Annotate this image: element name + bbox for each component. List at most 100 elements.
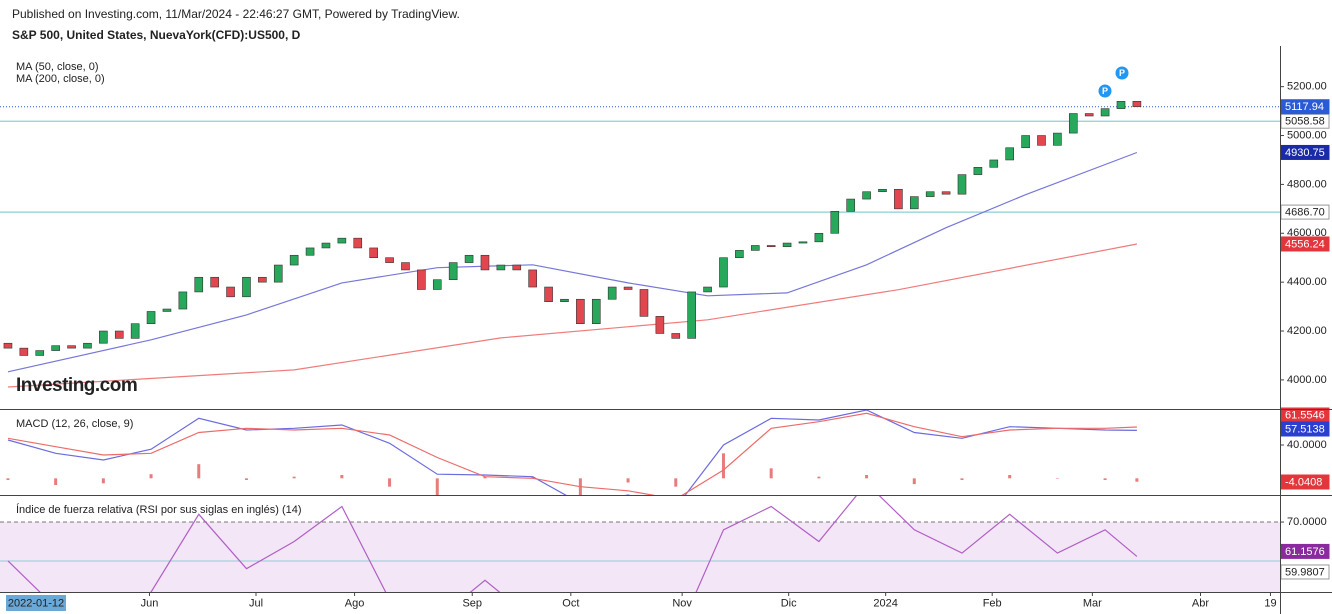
x-tick-label: Sep	[462, 597, 482, 609]
candle	[830, 210, 840, 234]
candle	[114, 330, 124, 339]
marker-label: P	[1119, 68, 1125, 78]
candle	[178, 291, 188, 310]
candle	[19, 347, 29, 356]
x-tick-label: Mar	[1083, 597, 1102, 609]
crosshair-box	[6, 595, 66, 611]
histogram-bar	[674, 478, 678, 487]
candle	[1100, 108, 1110, 117]
candle	[512, 264, 522, 271]
histogram-bar	[1103, 478, 1107, 480]
x-tick-label: 2024	[873, 597, 897, 609]
candle	[3, 342, 13, 349]
candle	[544, 286, 553, 302]
candle	[576, 298, 585, 324]
histogram-bar	[340, 475, 344, 479]
moving-average	[7, 151, 1138, 373]
panel-title: Índice de fuerza relativa (RSI por sus s…	[16, 503, 302, 516]
candle	[51, 345, 60, 351]
candle	[369, 247, 378, 259]
candle	[703, 286, 712, 293]
candle	[35, 350, 45, 356]
histogram-bar	[865, 475, 869, 479]
legend-entry: MA (200, close, 0)	[16, 73, 105, 85]
histogram-bar	[6, 478, 10, 480]
value-tag: 5117.94	[1285, 101, 1324, 113]
candle	[989, 159, 999, 168]
candle	[782, 242, 792, 248]
value-tag: -4.0408	[1285, 476, 1322, 488]
candle	[226, 286, 235, 298]
x-tick-label: 19	[1264, 597, 1276, 609]
candle	[99, 330, 108, 344]
histogram-bar	[912, 478, 916, 485]
logo: Investing.com	[16, 375, 137, 396]
histogram-bar	[960, 478, 964, 480]
histogram-bar	[483, 476, 487, 479]
x-tick-label: Jun	[141, 597, 159, 609]
candle	[321, 242, 331, 249]
candle	[719, 257, 728, 288]
candle	[385, 257, 394, 263]
value-tag: 5058.58	[1285, 116, 1325, 128]
value-tag: 61.5546	[1285, 409, 1325, 421]
y-tick-label: 4200.00	[1287, 325, 1327, 337]
histogram-bar	[149, 474, 153, 479]
candle	[67, 345, 76, 349]
moving-average	[7, 243, 1138, 388]
histogram-bar	[626, 478, 630, 483]
candle	[273, 264, 283, 283]
candle	[814, 232, 824, 243]
candle	[655, 316, 665, 334]
candle	[1116, 101, 1126, 109]
histogram-bar	[435, 478, 439, 495]
candle	[337, 237, 347, 244]
candle	[607, 286, 617, 300]
candle	[957, 174, 967, 195]
legend-entry: MA (50, close, 0)	[16, 61, 99, 73]
candle	[560, 298, 569, 302]
candle	[496, 264, 506, 271]
candle	[162, 308, 172, 312]
histogram-bar	[1055, 478, 1059, 479]
candle	[353, 237, 363, 249]
candle	[687, 291, 696, 339]
histogram-bar	[388, 478, 392, 487]
candle	[528, 269, 537, 288]
candle	[305, 247, 315, 256]
histogram-bar	[244, 478, 248, 480]
candle	[417, 269, 426, 290]
candle	[194, 276, 204, 293]
candle	[735, 250, 744, 259]
candle	[671, 333, 681, 339]
x-tick-label: Feb	[983, 597, 1002, 609]
x-tick-label: Nov	[672, 597, 692, 609]
value-tag: 4686.70	[1285, 206, 1325, 218]
candle	[1021, 135, 1030, 149]
value-tag: 57.5138	[1285, 423, 1325, 435]
candle	[766, 245, 776, 248]
candle	[973, 166, 983, 175]
candle	[941, 191, 951, 195]
x-tick-label: Oct	[562, 597, 579, 609]
x-tick-label: Abr	[1192, 597, 1209, 609]
candle	[83, 342, 92, 349]
candle	[432, 279, 442, 290]
crosshair-label: 2022-01-12	[8, 597, 64, 609]
candle	[146, 311, 156, 324]
histogram-bar	[1008, 475, 1012, 479]
histogram-bar	[197, 464, 201, 479]
y-tick-label: 5200.00	[1287, 81, 1327, 93]
candle	[210, 276, 219, 288]
histogram-bar	[769, 468, 773, 479]
candle	[639, 289, 649, 317]
value-tag: 4930.75	[1285, 147, 1325, 159]
candle	[1005, 147, 1014, 161]
candle	[878, 188, 887, 193]
candle	[862, 191, 871, 200]
value-tag: 61.1576	[1285, 546, 1325, 558]
marker-label: P	[1102, 86, 1108, 96]
